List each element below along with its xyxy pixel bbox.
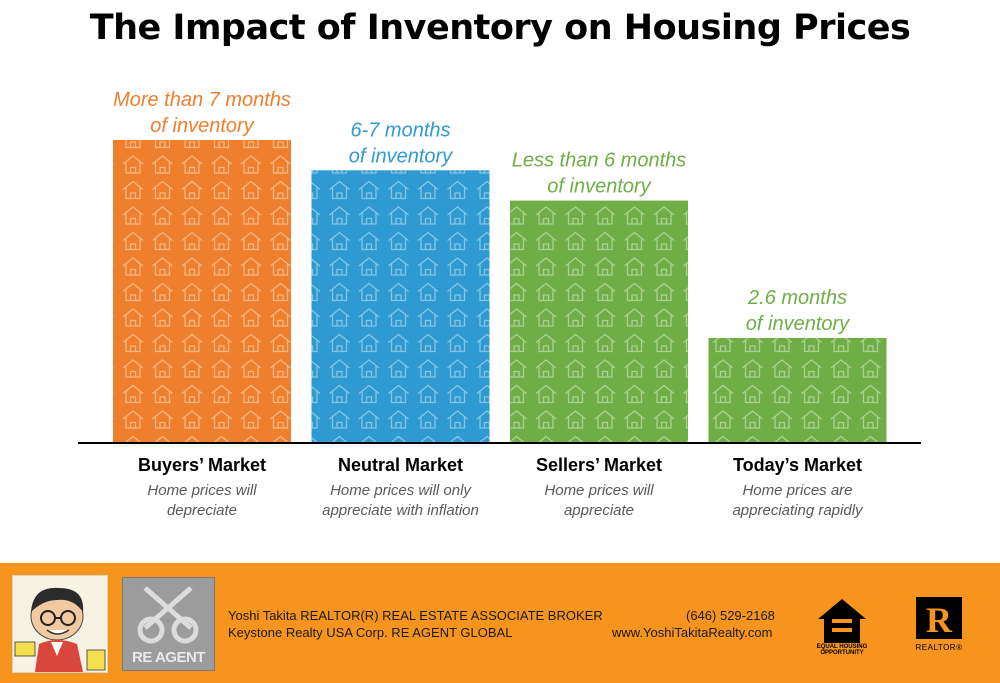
agent-caricature-image [12, 575, 108, 673]
bar-value-label-today: 2.6 months [747, 287, 847, 309]
agent-website[interactable]: www.YoshiTakitaRealty.com [612, 625, 773, 640]
bar-house-pattern-today [708, 337, 887, 443]
agent-name-line: Yoshi Takita REALTOR(R) REAL ESTATE ASSO… [228, 608, 603, 623]
realtor-logo-icon: R [916, 597, 962, 640]
bar-house-pattern-neutral [311, 170, 490, 444]
page-title: The Impact of Inventory on Housing Price… [89, 8, 911, 48]
category-description-today: Home prices are appreciating rapidly [693, 481, 903, 521]
category-description-line: Home prices will [147, 482, 257, 499]
agent-phone: (646) 529-2168 [686, 608, 775, 623]
bar-value-label-buyers: More than 7 months [113, 89, 291, 111]
agent-footer: RE AGENT Yoshi Takita REALTOR(R) REAL ES… [0, 563, 1000, 683]
category-label-buyers: Buyers’ Market [137, 455, 267, 475]
category-description-line: appreciate with inflation [322, 502, 479, 519]
bar-value-label-sellers: Less than 6 months [512, 150, 687, 172]
bar-value-label-buyers: of inventory [150, 115, 254, 137]
bar-house-pattern-sellers [510, 200, 688, 443]
category-label-today: Today’s Market [732, 455, 863, 475]
category-label-neutral: Neutral Market [337, 455, 464, 475]
category-description-line: Home prices will only [330, 482, 471, 499]
category-description-line: Home prices are [742, 482, 853, 499]
category-description-line: depreciate [166, 502, 238, 519]
category-description-line: Home prices will [544, 482, 654, 499]
re-agent-logo: RE AGENT [122, 577, 215, 671]
category-label-sellers: Sellers’ Market [535, 455, 663, 475]
category-description-sellers: Home prices will appreciate [494, 481, 704, 521]
category-description-neutral: Home prices will only appreciate with inf… [296, 481, 506, 521]
re-agent-logo-text: RE AGENT [132, 649, 205, 666]
bar-house-pattern-buyers [113, 140, 291, 443]
equal-housing-text: EQUAL HOUSING OPPORTUNITY [816, 644, 868, 656]
category-description-buyers: Home prices will depreciate [97, 481, 307, 521]
bar-value-label-neutral: of inventory [349, 145, 453, 167]
realtor-text: REALTOR® [915, 643, 963, 652]
company-line: Keystone Realty USA Corp. RE AGENT GLOBA… [228, 625, 513, 640]
bar-value-label-today: of inventory [746, 313, 850, 335]
category-description-line: appreciate [563, 502, 635, 519]
bar-value-label-sellers: of inventory [547, 176, 651, 198]
equal-housing-icon [818, 599, 866, 643]
inventory-bar-chart: More than 7 months of inventory 6-7 months… [78, 89, 921, 444]
category-description-line: appreciating rapidly [732, 502, 863, 519]
svg-text:R: R [926, 600, 953, 639]
bar-value-label-neutral: 6-7 months [350, 119, 450, 141]
